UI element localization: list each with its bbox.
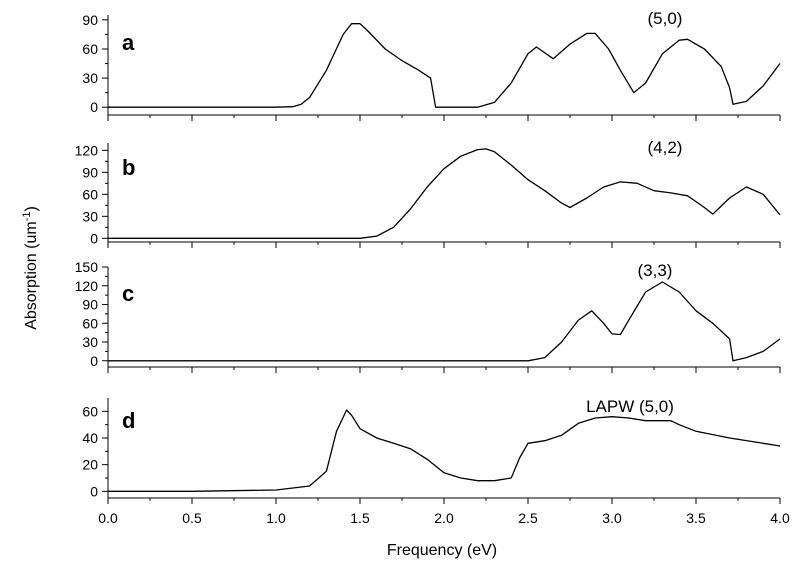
x-tick-label: 1.5 xyxy=(350,510,370,526)
panel-annotation: (4,2) xyxy=(648,138,683,157)
x-tick-label: 3.0 xyxy=(602,510,622,526)
panel-letter: d xyxy=(122,408,135,433)
y-tick-label: 40 xyxy=(82,430,98,446)
x-axis-title: Frequency (eV) xyxy=(387,542,497,559)
panel-d: 0 20 40 60 0.0 0.5 1.0 1.5 2.0 2.5 3.0 3.5 4.0 d LAPW … xyxy=(82,397,790,526)
panel-annotation: (3,3) xyxy=(638,261,673,280)
y-tick-label: 90 xyxy=(82,297,98,313)
y-tick-label: 60 xyxy=(82,315,98,331)
y-tick-label: 90 xyxy=(82,12,98,28)
y-axis-title-close: ) xyxy=(23,206,40,211)
x-tick-label: 2.0 xyxy=(434,510,454,526)
y-tick-label: 120 xyxy=(75,142,99,158)
y-tick-label: 30 xyxy=(82,70,98,86)
panels: 0 30 60 90 a (5,0) 0 30 60 90 120 b (4,2) 0 30 60 90 120 1… xyxy=(75,9,790,526)
panel-a: 0 30 60 90 a (5,0) xyxy=(82,9,781,121)
y-tick-label: 60 xyxy=(82,41,98,57)
series-line-c xyxy=(108,281,781,362)
y-tick-label: 30 xyxy=(82,334,98,350)
y-tick-label: 0 xyxy=(90,99,98,115)
panel-c: 0 30 60 90 120 150 c (3,3) xyxy=(75,259,781,373)
y-tick-label: 150 xyxy=(75,259,99,275)
y-tick-label: 90 xyxy=(82,164,98,180)
y-axis-title-superscript: -1 xyxy=(21,212,33,222)
series-line-a xyxy=(108,23,781,108)
panel-letter: a xyxy=(122,30,135,55)
series-line-d xyxy=(108,409,781,492)
y-tick-label: 60 xyxy=(82,186,98,202)
panel-annotation: (5,0) xyxy=(648,9,683,28)
y-tick-label: 20 xyxy=(82,457,98,473)
series-line-b xyxy=(108,148,781,239)
x-tick-label: 0.5 xyxy=(182,510,202,526)
x-tick-label: 0.0 xyxy=(98,510,118,526)
panel-annotation: LAPW (5,0) xyxy=(586,397,674,416)
y-axis-title: Absorption (um-1) xyxy=(21,206,40,330)
y-tick-label: 0 xyxy=(90,230,98,246)
x-tick-label: 2.5 xyxy=(518,510,538,526)
panel-b: 0 30 60 90 120 b (4,2) xyxy=(75,138,781,248)
y-tick-label: 0 xyxy=(90,353,98,369)
y-tick-label: 60 xyxy=(82,403,98,419)
panel-letter: c xyxy=(122,281,134,306)
y-tick-label: 30 xyxy=(82,208,98,224)
y-tick-label: 0 xyxy=(90,483,98,499)
x-tick-label: 1.0 xyxy=(266,510,286,526)
panel-letter: b xyxy=(122,155,135,180)
y-tick-label: 120 xyxy=(75,278,99,294)
x-tick-label: 3.5 xyxy=(686,510,706,526)
x-tick-label: 4.0 xyxy=(770,510,790,526)
y-axis-title-main: Absorption (um xyxy=(23,221,40,330)
